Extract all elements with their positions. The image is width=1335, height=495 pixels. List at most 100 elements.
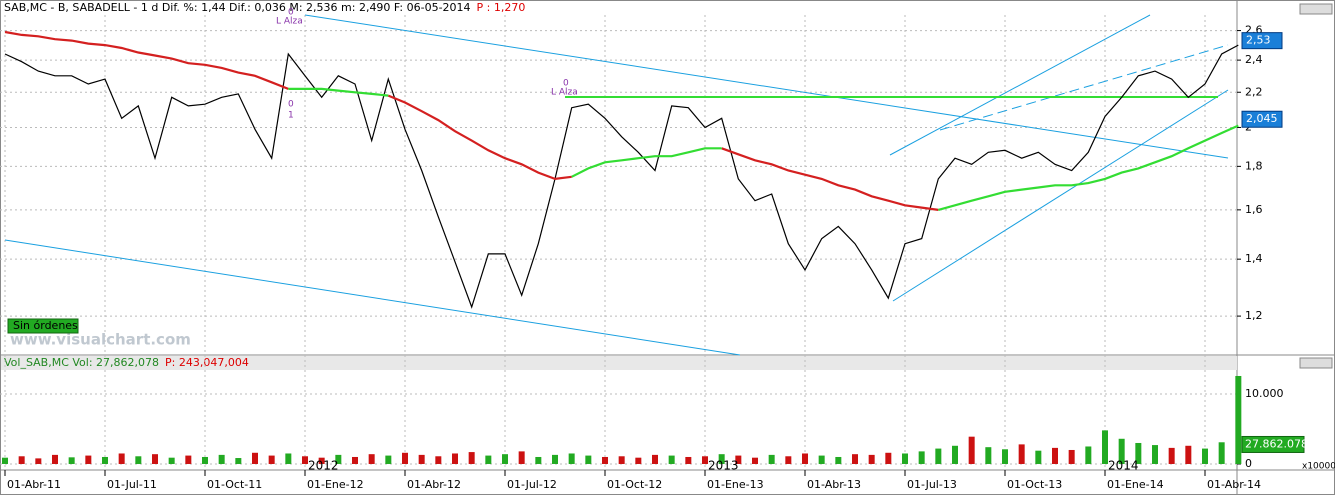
volume-header-p: P: 243,047,004 <box>165 356 249 369</box>
y-tick-label: 1,8 <box>1245 159 1263 172</box>
volume-bar <box>268 455 275 464</box>
status-box <box>7 318 79 334</box>
volume-bar <box>468 452 475 464</box>
volume-bar <box>535 456 542 464</box>
volume-bar <box>18 456 25 464</box>
volume-bar <box>52 454 58 464</box>
volume-bar <box>118 453 125 464</box>
y-tick-label: 1,6 <box>1245 203 1263 216</box>
volume-bar <box>1202 448 1208 464</box>
last-volume: 27.862.078 <box>1245 437 1308 450</box>
volume-bar <box>318 457 325 464</box>
volume-bar <box>285 453 292 464</box>
window-buttons[interactable] <box>1299 357 1333 369</box>
volume-bar <box>135 456 142 464</box>
volume-bar <box>302 456 308 464</box>
volume-bar <box>702 456 708 464</box>
volume-bar <box>1218 442 1225 464</box>
volume-bar <box>1152 445 1158 464</box>
watermark: www.visualchart.com <box>10 331 191 349</box>
volume-bar <box>1118 438 1125 464</box>
volume-bar <box>368 454 375 464</box>
volume-bar <box>668 455 675 464</box>
volume-bar <box>252 452 258 464</box>
volume-bar <box>1002 449 1008 464</box>
x-tick-label: 01-Abr-13 <box>807 478 861 491</box>
x-tick-label: 01-Oct-12 <box>607 478 662 491</box>
volume-bar <box>935 448 942 464</box>
volume-bar <box>802 453 808 464</box>
volume-bar <box>85 455 92 464</box>
year-label: 2012 <box>308 459 339 473</box>
x-tick-label: 01-Jul-12 <box>507 478 557 491</box>
y-tick-label: 10.000 <box>1245 387 1284 400</box>
volume-bar <box>1102 430 1108 464</box>
volume-bar <box>585 455 592 464</box>
volume-bar <box>402 452 408 464</box>
last-average-box <box>1241 110 1283 128</box>
volume-header-text: Vol_SAB,MC Vol: 27,862,078 <box>4 356 159 369</box>
grid-layer <box>0 15 1237 470</box>
annotation: 0 <box>288 8 294 18</box>
header-text: SAB,MC - B, SABADELL - 1 d Dif. %: 1,44 … <box>4 1 471 14</box>
multiplier: x10000 <box>1302 462 1335 472</box>
annotation: 0 <box>563 79 569 89</box>
volume-bar <box>452 453 458 464</box>
volume-bar <box>868 454 875 464</box>
volume-bar <box>202 456 208 464</box>
volume-bar <box>1235 375 1242 464</box>
window-buttons[interactable] <box>1299 3 1333 15</box>
volume-bar <box>2 457 8 464</box>
volume-bar <box>568 453 575 464</box>
x-tick-label: 01-Jul-11 <box>107 478 157 491</box>
volume-bar <box>635 457 642 464</box>
volume-bar <box>652 454 658 464</box>
moving-average <box>288 87 1239 211</box>
volume-bar <box>1185 445 1192 464</box>
volume-bar <box>618 456 625 464</box>
x-tick-label: 01-Oct-13 <box>1007 478 1062 491</box>
header-p: P : 1,270 <box>477 1 526 14</box>
volume-bar <box>602 456 608 464</box>
volume-bar <box>968 436 975 464</box>
volume-bar <box>335 454 342 464</box>
volume-bar <box>685 456 692 464</box>
volume-bar <box>485 455 492 464</box>
y-tick-label: 2,2 <box>1245 85 1263 98</box>
annotation: L Alza <box>551 88 578 98</box>
moving-average <box>4 30 939 211</box>
volume-bar <box>552 454 558 464</box>
annotation: 0 <box>288 100 294 110</box>
annotation: 1 <box>288 111 294 121</box>
volume-bar <box>168 457 175 464</box>
volume-bar <box>885 452 892 464</box>
volume-bar <box>1052 447 1058 464</box>
year-label: 2013 <box>708 459 739 473</box>
year-label: 2014 <box>1108 459 1139 473</box>
x-tick-label: 01-Ene-14 <box>1107 478 1164 491</box>
last-average: 2,045 <box>1246 112 1278 125</box>
volume-bar <box>102 456 108 464</box>
header: SAB,MC - B, SABADELL - 1 d Dif. %: 1,44 … <box>4 1 525 14</box>
volume-bar <box>435 456 442 464</box>
last-volume-box <box>1241 435 1305 453</box>
volume-bar <box>518 451 525 464</box>
volume-bar <box>1168 447 1175 464</box>
volume-header: Vol_SAB,MC Vol: 27,862,078 P: 243,047,004 <box>4 356 249 369</box>
volume-bar <box>1135 442 1142 464</box>
annotation: L Alza <box>276 17 303 27</box>
volume-bar <box>818 455 825 464</box>
y-tick-label: 0 <box>1245 457 1252 470</box>
volume-bar <box>835 456 842 464</box>
volume-bar <box>152 454 158 464</box>
volume-bar <box>218 454 225 464</box>
volume-bar <box>1018 444 1025 464</box>
volume-bar <box>235 458 242 464</box>
price-line <box>4 44 1239 309</box>
volume-bar <box>385 455 392 464</box>
volume-bar <box>902 453 908 464</box>
volume-bar <box>185 455 192 464</box>
x-tick-label: 01-Abr-12 <box>407 478 461 491</box>
volume-bar <box>418 454 425 464</box>
